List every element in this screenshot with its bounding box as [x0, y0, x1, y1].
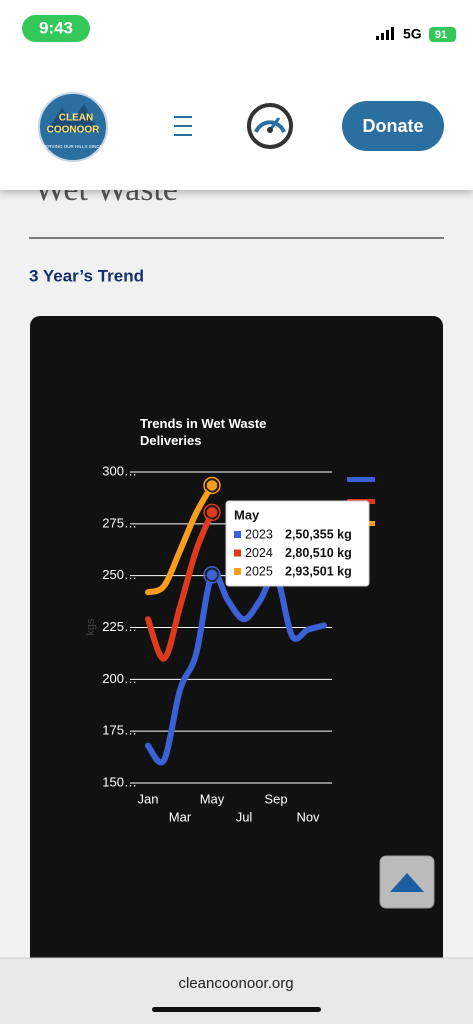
tooltip	[225, 500, 370, 587]
battery-level: 91	[435, 29, 447, 41]
chart-title: Trends in Wet Waste Deliveries	[140, 416, 266, 448]
logo[interactable]: CLEAN COONOOR CONSERVING OUR HILLS SINCE…	[32, 92, 114, 162]
donate-label[interactable]: Donate	[362, 116, 423, 136]
x-tick-label: May	[200, 791, 225, 806]
series-line	[145, 509, 215, 662]
tooltip-value: 2,93,501 kg	[285, 564, 352, 578]
gauge-icon[interactable]	[247, 103, 293, 149]
signal	[376, 27, 394, 40]
hover-ring	[203, 566, 221, 584]
y-tick-label: 250…	[102, 567, 137, 582]
x-tick-label: Jul	[236, 809, 253, 824]
x-tick-label: Jan	[138, 791, 159, 806]
menu-icon[interactable]	[174, 116, 192, 136]
tooltip-series-name: 2024	[245, 546, 273, 560]
tooltip-value: 2,50,355 kg	[285, 527, 352, 541]
y-tick-label: 175…	[102, 723, 137, 738]
series-line	[145, 570, 327, 766]
subheading: 3 Year’s Trend	[29, 266, 144, 285]
x-tick-label: Mar	[169, 809, 192, 824]
logo-tagline: CONSERVING OUR HILLS SINCE 2014	[32, 144, 114, 149]
battery	[429, 27, 456, 42]
hover-marker	[205, 568, 219, 582]
chart-card	[30, 316, 443, 996]
tooltip-swatch	[234, 568, 241, 575]
hover-ring	[203, 503, 221, 522]
logo-top: CLEAN	[59, 113, 93, 124]
y-tick-label: 150…	[102, 774, 137, 789]
tooltip-series-name: 2025	[245, 564, 273, 578]
tooltip-value: 2,80,510 kg	[285, 546, 352, 560]
tooltip-swatch	[234, 531, 241, 538]
time-pill	[22, 15, 90, 42]
x-tick-label: Sep	[264, 791, 287, 806]
x-tick-label: Nov	[296, 809, 320, 824]
y-tick-label: 225…	[102, 619, 137, 634]
series-line	[145, 482, 215, 596]
network: 5G	[403, 26, 422, 42]
time: 9:43	[39, 18, 73, 37]
y-tick-label: 200…	[102, 671, 137, 686]
hover-ring	[203, 476, 221, 495]
hover-marker	[205, 478, 219, 493]
legend-swatch	[347, 477, 375, 482]
home-indicator	[152, 1007, 321, 1012]
tooltip-series-name: 2023	[245, 527, 273, 541]
donate-button[interactable]	[342, 101, 444, 151]
y-tick-label: 275…	[102, 515, 137, 530]
url[interactable]: cleancoonoor.org	[178, 975, 293, 992]
scroll-top-icon	[390, 873, 424, 892]
logo-main: COONOOR	[47, 125, 101, 136]
tooltip-swatch	[234, 549, 241, 557]
tooltip-title: May	[234, 507, 260, 522]
y-tick-label: 300…	[102, 463, 137, 478]
chart: Trends in Wet Waste Deliveries kgs 150… 175……	[85, 416, 375, 824]
hover-marker	[205, 505, 219, 520]
browser-bar	[0, 958, 473, 1024]
y-axis-label: kgs	[85, 618, 97, 636]
